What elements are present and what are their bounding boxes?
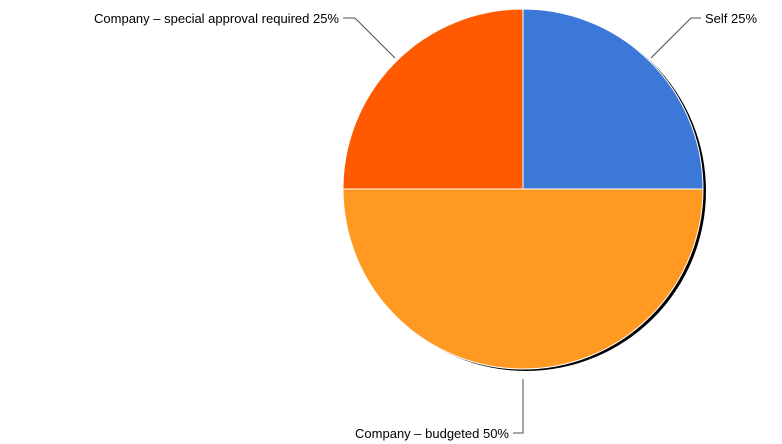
pie-slice-company-special-approval [342, 8, 524, 190]
pie-slice-self [522, 8, 704, 190]
leader-line-company-budgeted [513, 379, 524, 434]
leader-line-company-special-approval [343, 17, 396, 59]
pie-slice-company-budgeted [342, 188, 704, 370]
slice-label-company-budgeted: Company – budgeted 50% [355, 426, 509, 441]
leader-line-self [650, 17, 701, 59]
slice-label-self: Self 25% [705, 11, 757, 26]
slice-label-company-special-approval: Company – special approval required 25% [94, 11, 339, 26]
pie-slices [342, 8, 704, 370]
